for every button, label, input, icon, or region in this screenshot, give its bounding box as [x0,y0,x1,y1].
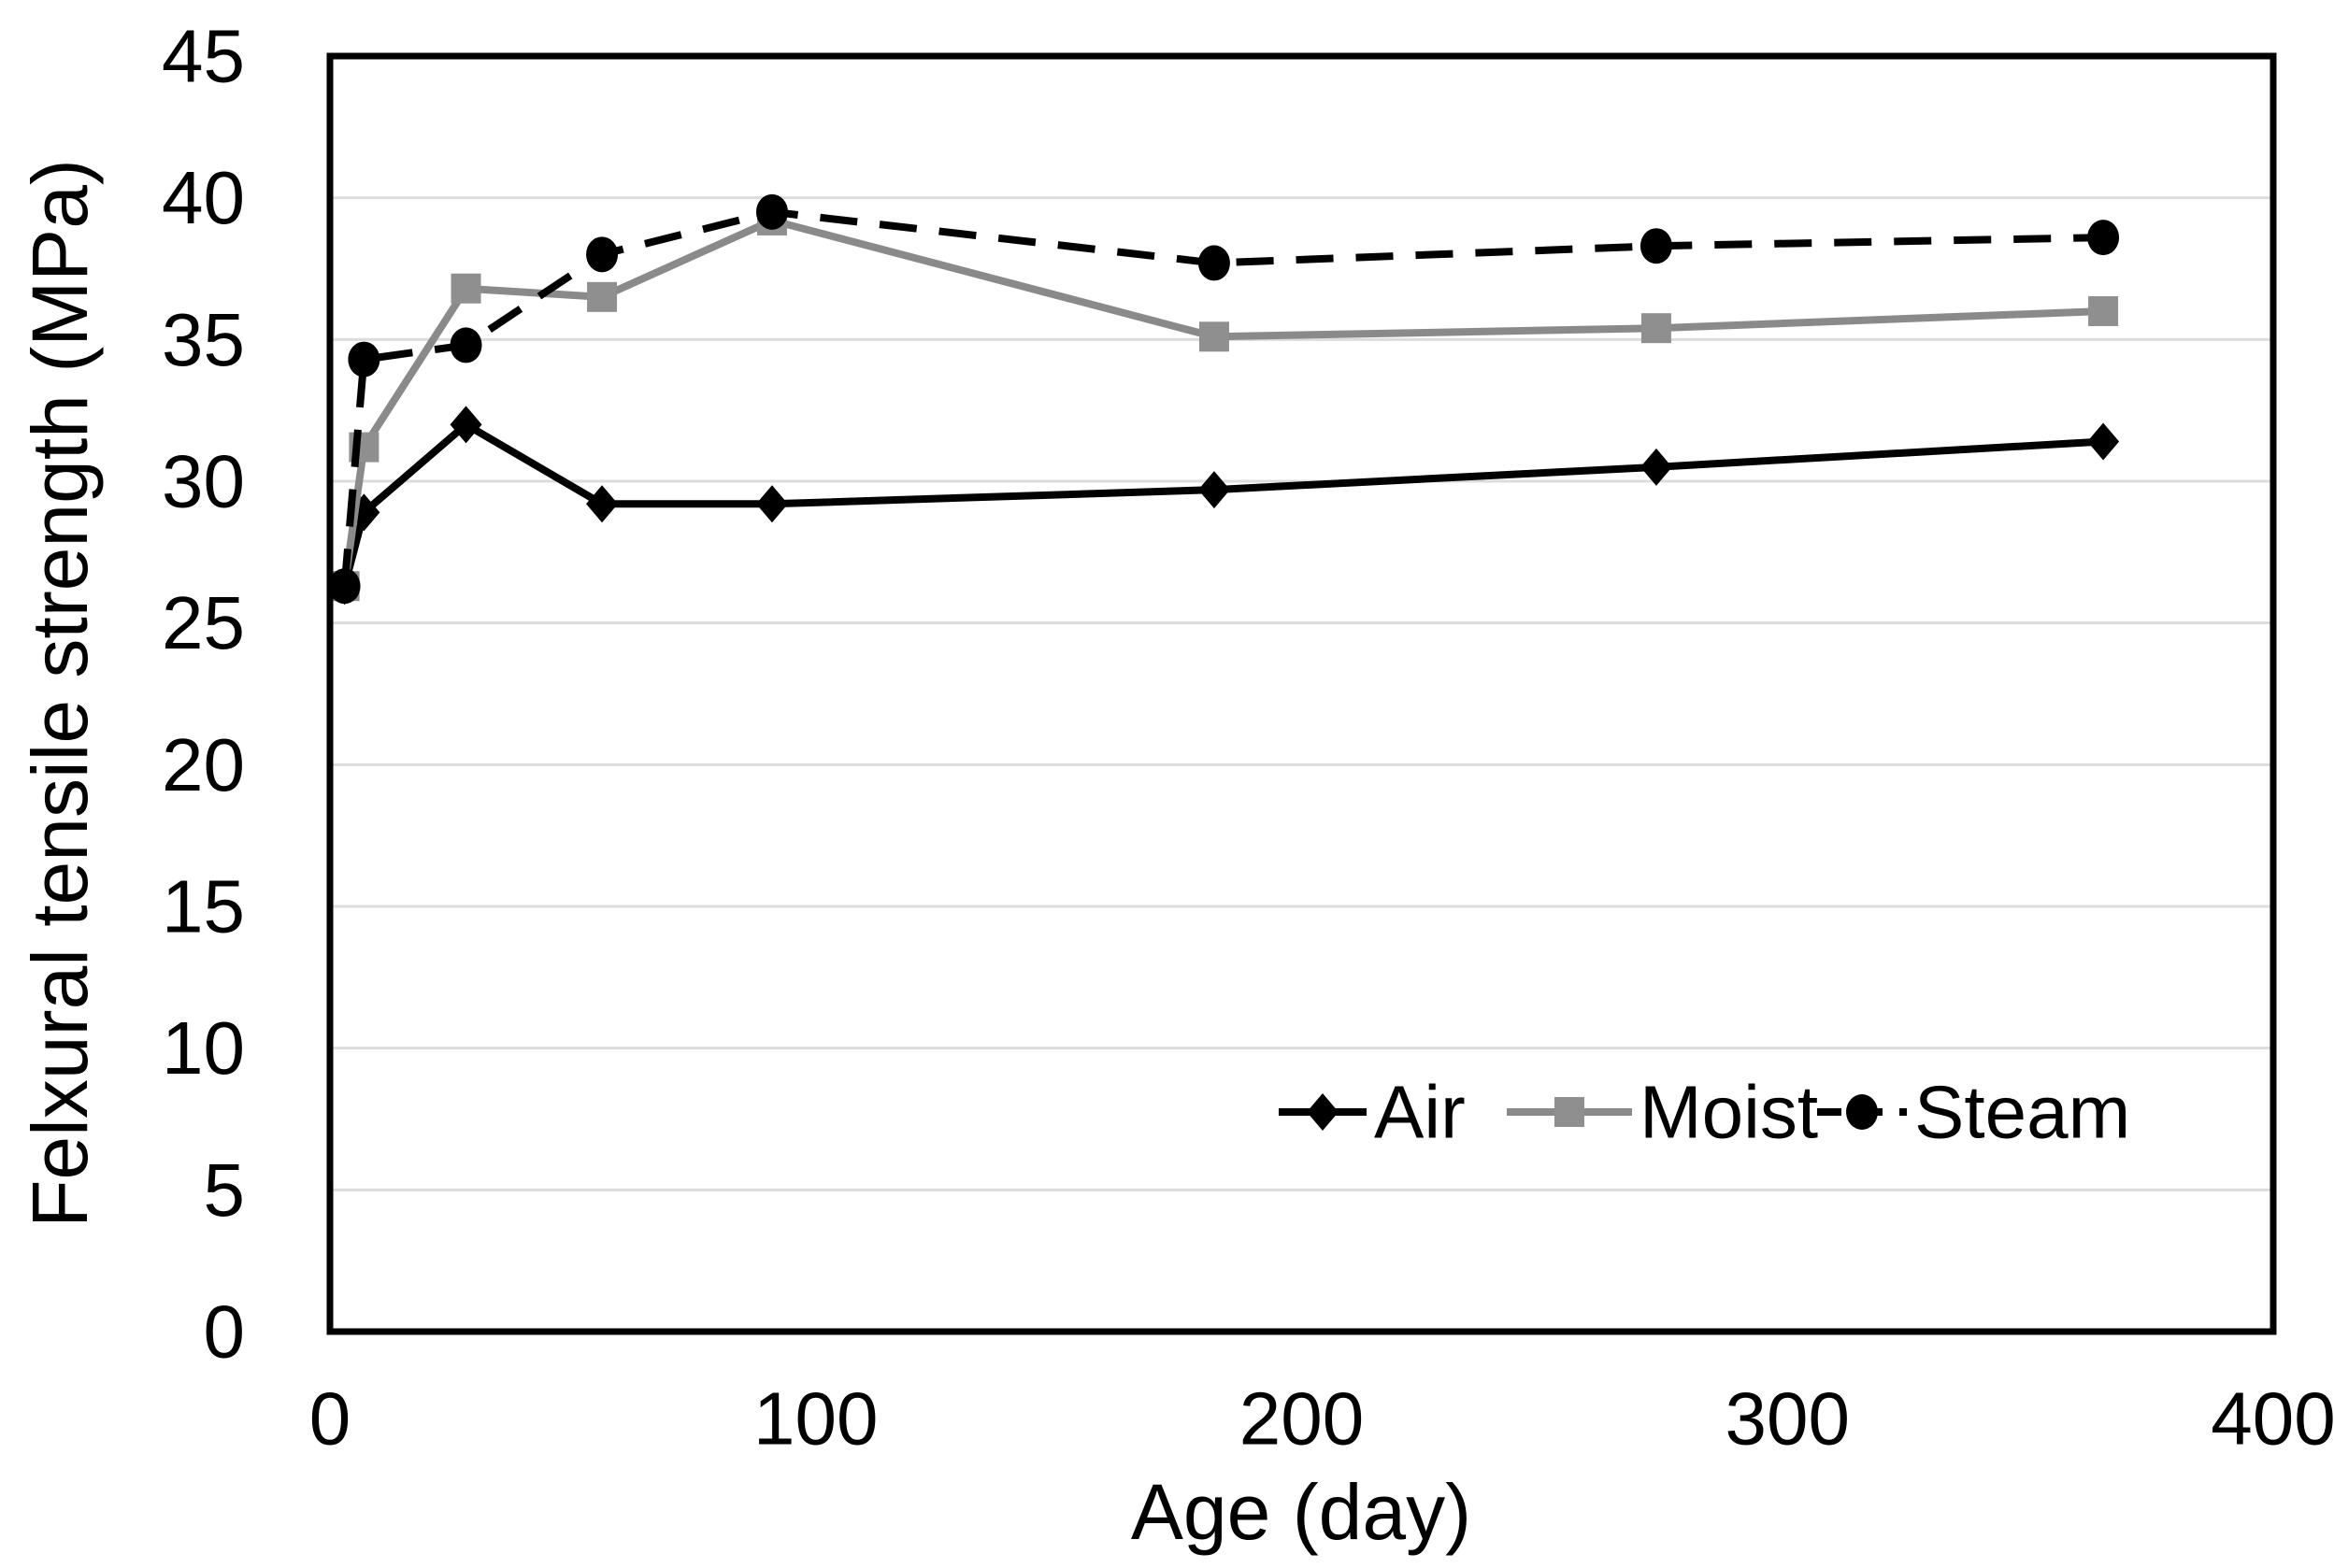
gridlines [330,196,2273,1191]
x-tick-label-100: 100 [753,1377,878,1461]
data-point-air-365 [2087,422,2120,461]
data-point-moist-28 [451,273,481,304]
data-point-moist-273 [1640,313,1671,344]
data-point-moist-365 [2088,296,2119,326]
legend-item-air: Air [1279,1071,1466,1154]
data-point-steam-365 [2087,220,2120,256]
legend-marker-steam [1846,1094,1878,1130]
data-point-steam-56 [586,236,619,273]
data-point-steam-91 [755,193,788,230]
legend: Air Moist Steam [1279,1071,2130,1154]
data-point-steam-182 [1197,245,1230,281]
data-point-steam-273 [1640,228,1672,264]
x-tick-label-400: 400 [2211,1377,2334,1461]
series-air [328,406,2120,606]
x-tick-label-200: 200 [1239,1377,1364,1461]
plot-border [326,52,2277,1335]
legend-label-steam: Steam [1914,1071,2130,1154]
legend-label-moist: Moist [1640,1071,1818,1154]
y-tick-label-10: 10 [162,1006,245,1090]
data-point-air-56 [586,485,619,523]
axis-tick-labels: 0 5 10 15 20 25 30 35 40 45 0 100 200 300 400 [162,15,2334,1461]
legend-marker-air [1307,1093,1339,1131]
y-tick-label-5: 5 [204,1148,246,1232]
y-tick-label-40: 40 [162,156,245,239]
legend-item-steam: Steam [1817,1071,2130,1154]
x-tick-label-0: 0 [309,1377,351,1461]
legend-marker-moist [1554,1097,1584,1127]
data-point-air-273 [1640,448,1672,486]
y-axis-title: Felxural tensile strength (MPa) [16,159,104,1228]
y-tick-label-35: 35 [162,298,245,381]
y-tick-label-0: 0 [204,1290,246,1374]
data-point-air-182 [1197,471,1230,509]
y-tick-label-15: 15 [162,865,245,948]
y-tick-label-30: 30 [162,440,245,523]
y-tick-label-45: 45 [162,15,245,98]
series-layer [328,193,2120,606]
plot-frame [326,52,2277,1335]
data-point-moist-182 [1198,321,1229,352]
data-point-steam-28 [450,327,482,363]
legend-item-moist: Moist [1507,1071,1818,1154]
series-line-steam [340,207,2104,587]
x-tick-label-300: 300 [1725,1377,1850,1461]
data-point-moist-56 [587,281,618,312]
legend-label-air: Air [1374,1071,1466,1154]
series-line-moist [340,216,2104,587]
data-point-air-91 [755,485,788,523]
data-point-air-28 [450,406,482,444]
data-point-steam-3 [328,568,361,605]
series-line-air [340,420,2104,588]
x-axis-title: Age (day) [1131,1468,1471,1556]
data-point-steam-7 [348,341,380,378]
y-tick-label-25: 25 [162,581,245,664]
y-tick-label-20: 20 [162,723,245,806]
series-steam [328,193,2120,605]
